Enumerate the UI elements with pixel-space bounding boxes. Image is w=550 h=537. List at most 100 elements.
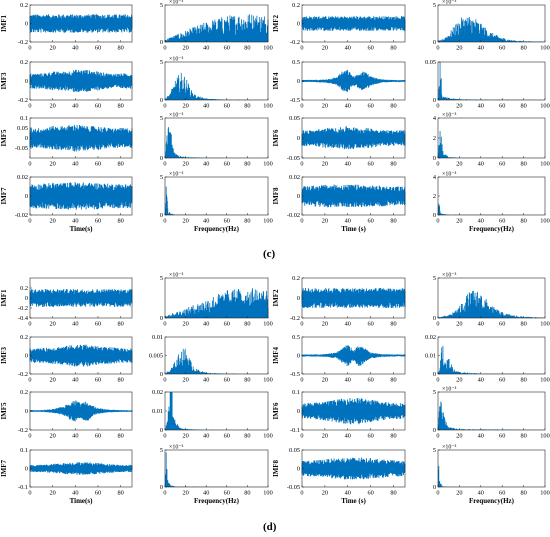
x-tick-label: 20 [182,377,188,384]
x-tick-label: 80 [244,161,250,168]
spectrum-bars [437,203,546,215]
x-tick-label: 40 [345,103,351,110]
x-tick-label: 40 [72,161,78,168]
x-tick-label: 60 [224,218,230,225]
y-axis-label: IMF6 [272,129,280,147]
x-tick-label: 20 [456,321,462,328]
x-tick-label: 20 [182,45,188,52]
y-tick-label: 2 [433,193,436,200]
x-tick-label: 20 [182,490,188,497]
y-tick-label: 0.2 [20,285,28,292]
y-axis-label: IMF8 [272,459,280,477]
x-tick-label: 80 [244,490,250,497]
x-tick-label: 0 [436,321,439,328]
spectrum-bars [164,392,269,430]
subplot-c-spectrum-5: 0 20 40 60 80 100 0 5 ×10⁻³ [160,57,273,110]
x-tick-label: 40 [478,321,484,328]
x-tick-label: 80 [390,490,396,497]
y-tick-label: 0 [297,78,300,85]
x-axis-label: Time(s) [70,225,93,233]
y-tick-label: 0 [433,427,436,434]
y-tick-label: 0 [160,484,163,491]
y-tick-label: 0.02 [289,174,300,181]
y-tick-label: -0.02 [287,212,300,219]
x-tick-label: 40 [345,161,351,168]
x-tick-label: 100 [263,218,272,225]
y-tick-label: 0 [297,21,300,28]
axes-box [164,176,269,216]
x-tick-label: 100 [540,218,549,225]
subplot-c-imf5: 0 20 40 60 80 -0.05 0 0.05 0.1 IMF5 [0,115,133,168]
x-tick-label: 60 [95,45,101,52]
x-tick-label: 20 [322,161,328,168]
spectrum-bars [164,452,269,487]
x-tick-label: 20 [456,161,462,168]
signal-trace [29,124,133,152]
y-tick-label: -0.02 [15,212,28,219]
y-tick-label: 0 [25,466,28,473]
subplot-d-spectrum-25: 0 20 40 60 80 100 0 0.01 0.02 [152,389,273,439]
signal-trace [29,400,133,422]
x-tick-label: 100 [263,103,272,110]
x-tick-label: 80 [520,218,526,225]
x-tick-label: 60 [224,377,230,384]
x-tick-label: 100 [263,161,272,168]
x-tick-label: 60 [224,433,230,440]
y-tick-label: 0.1 [292,389,300,396]
x-tick-label: 80 [390,433,396,440]
y-tick-label: -0.2 [18,97,28,104]
x-tick-label: 0 [300,433,303,440]
y-tick-label: 0.2 [20,389,28,396]
x-tick-label: 20 [50,103,56,110]
axis-exponent: ×10⁻³ [442,0,457,6]
spectrum-bars [164,72,269,100]
subplot-d-spectrum-19: 0 20 40 60 80 100 0 5 ×10⁻³ [433,273,550,328]
x-tick-label: 80 [244,321,250,328]
spectrum-bars [164,348,269,374]
x-tick-label: 60 [499,377,505,384]
x-tick-label: 0 [163,161,166,168]
axis-exponent: ×10⁻³ [169,0,184,6]
y-tick-label: 0 [25,193,28,200]
x-tick-label: 100 [263,377,272,384]
spectrum-bars [164,186,269,215]
y-tick-label: 0.05 [17,125,28,132]
x-tick-label: 0 [300,45,303,52]
y-tick-label: -0.2 [18,427,28,434]
x-tick-label: 20 [50,218,56,225]
x-tick-label: 0 [28,433,31,440]
x-axis-label: Frequency(Hz) [469,497,515,505]
x-tick-label: 0 [28,490,31,497]
axes-box [437,61,546,101]
x-tick-label: 80 [244,433,250,440]
x-tick-label: 20 [182,103,188,110]
x-tick-label: 20 [182,218,188,225]
subplot-d-spectrum-31: 0 20 40 60 80 100 0 5 Frequency(Hz) ×10⁻³ [433,445,550,506]
x-tick-label: 20 [456,377,462,384]
y-tick-label: 0 [433,97,436,104]
x-tick-label: 40 [203,433,209,440]
y-axis-label: IMF5 [0,402,8,420]
x-tick-label: 40 [203,103,209,110]
y-tick-label: 0 [25,408,28,415]
y-axis-label: IMF2 [272,289,280,307]
x-tick-label: 80 [118,377,124,384]
x-tick-label: 0 [300,321,303,328]
signal-trace [29,289,133,307]
x-tick-label: 40 [72,433,78,440]
y-tick-label: 0.02 [152,389,163,396]
x-axis-label: Time (s) [341,497,366,505]
x-tick-label: 40 [203,490,209,497]
y-axis-label: IMF1 [0,289,8,307]
x-tick-label: 40 [478,45,484,52]
y-tick-label: 0 [25,21,28,28]
x-tick-label: 60 [95,377,101,384]
x-tick-label: 100 [540,490,549,497]
x-tick-label: 0 [300,161,303,168]
y-axis-label: IMF4 [272,72,280,90]
